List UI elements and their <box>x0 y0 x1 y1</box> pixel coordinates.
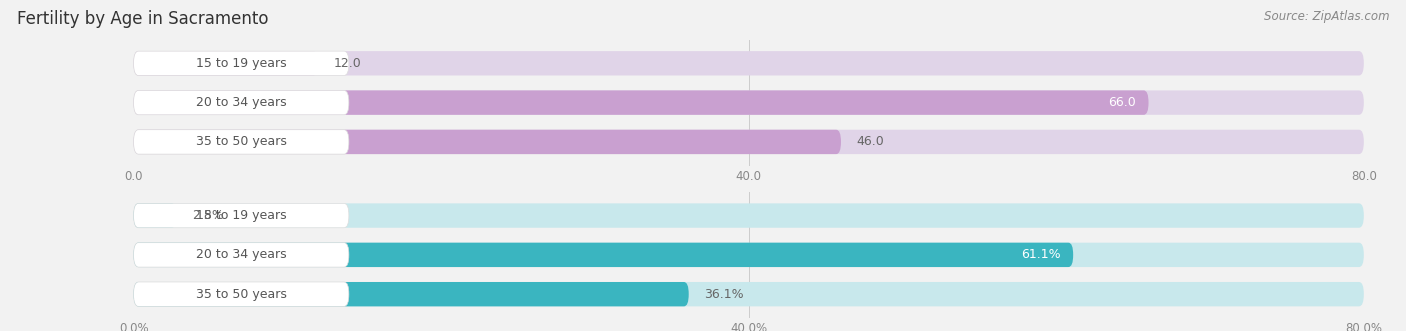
FancyBboxPatch shape <box>134 243 349 267</box>
Text: 20 to 34 years: 20 to 34 years <box>195 96 287 109</box>
FancyBboxPatch shape <box>134 282 349 307</box>
Text: 15 to 19 years: 15 to 19 years <box>195 209 287 222</box>
Text: 15 to 19 years: 15 to 19 years <box>195 57 287 70</box>
Text: Source: ZipAtlas.com: Source: ZipAtlas.com <box>1264 10 1389 23</box>
FancyBboxPatch shape <box>134 90 1149 115</box>
Text: 12.0: 12.0 <box>333 57 361 70</box>
Text: 66.0: 66.0 <box>1108 96 1136 109</box>
FancyBboxPatch shape <box>134 203 1364 228</box>
Text: 46.0: 46.0 <box>856 135 884 148</box>
FancyBboxPatch shape <box>134 243 1364 267</box>
FancyBboxPatch shape <box>134 282 1364 307</box>
FancyBboxPatch shape <box>134 51 318 75</box>
FancyBboxPatch shape <box>134 90 349 115</box>
FancyBboxPatch shape <box>134 51 349 75</box>
FancyBboxPatch shape <box>134 130 841 154</box>
FancyBboxPatch shape <box>134 203 177 228</box>
FancyBboxPatch shape <box>134 130 1364 154</box>
FancyBboxPatch shape <box>134 203 349 228</box>
FancyBboxPatch shape <box>134 90 1364 115</box>
FancyBboxPatch shape <box>134 243 1073 267</box>
Text: Fertility by Age in Sacramento: Fertility by Age in Sacramento <box>17 10 269 28</box>
FancyBboxPatch shape <box>134 51 1364 75</box>
Text: 20 to 34 years: 20 to 34 years <box>195 248 287 261</box>
Text: 35 to 50 years: 35 to 50 years <box>195 288 287 301</box>
Text: 2.8%: 2.8% <box>193 209 224 222</box>
FancyBboxPatch shape <box>134 130 349 154</box>
Text: 35 to 50 years: 35 to 50 years <box>195 135 287 148</box>
Text: 61.1%: 61.1% <box>1021 248 1062 261</box>
Text: 36.1%: 36.1% <box>704 288 744 301</box>
FancyBboxPatch shape <box>134 282 689 307</box>
